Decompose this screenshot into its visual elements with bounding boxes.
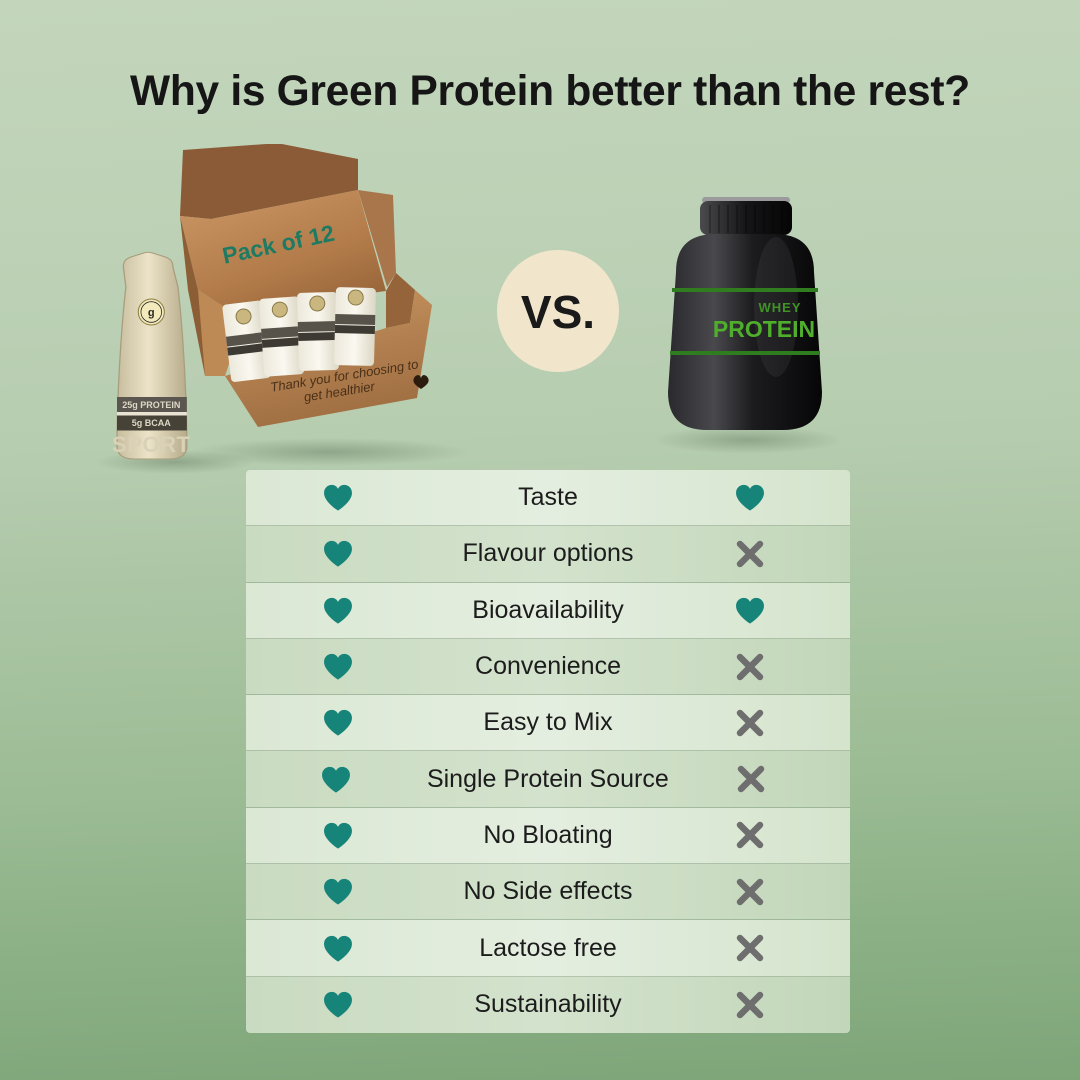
svg-text:5g BCAA: 5g BCAA [132, 418, 172, 428]
svg-text:VS.: VS. [521, 286, 595, 338]
svg-text:SPORT: SPORT [112, 432, 191, 457]
svg-text:g: g [148, 307, 155, 319]
svg-text:25g PROTEIN: 25g PROTEIN [122, 400, 180, 410]
svg-text:PROTEIN: PROTEIN [713, 316, 815, 342]
svg-text:WHEY: WHEY [759, 300, 802, 315]
